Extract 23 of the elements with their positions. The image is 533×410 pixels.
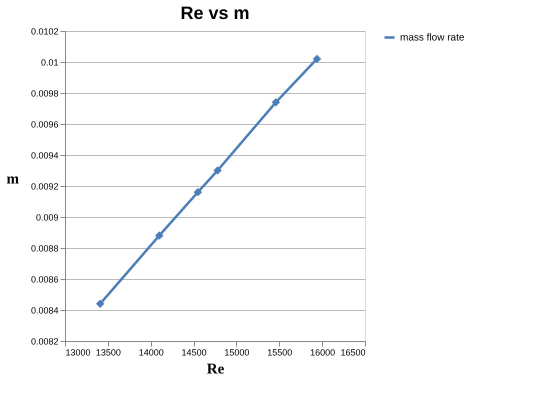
y-tick-label: 0.0102 (30, 26, 58, 36)
y-axis-title: m (6, 172, 20, 188)
y-tick-label: 0.0082 (30, 336, 58, 346)
x-tick-label: 15500 (267, 348, 292, 358)
chart-title: Re vs m (180, 3, 250, 23)
y-tick-label: 0.0088 (30, 244, 58, 254)
x-tick-label: 14000 (138, 348, 164, 358)
legend-label: mass flow rate (400, 32, 465, 44)
x-tick-label: 14500 (182, 348, 207, 358)
y-tick-label: 0.0092 (30, 182, 58, 192)
y-tick-label: 0.0098 (30, 88, 58, 98)
y-tick-label: 0.0094 (30, 150, 58, 160)
x-tick-label: 15000 (224, 348, 250, 358)
y-tick-label: 0.0096 (30, 120, 58, 130)
x-tick-label: 16000 (310, 348, 336, 358)
y-tick-label: 0.0084 (30, 306, 58, 316)
y-tick-label: 0.01 (40, 58, 58, 68)
x-tick-label: 16500 (340, 348, 366, 358)
x-tick-label: 13500 (96, 348, 121, 358)
y-tick-label: 0.009 (36, 212, 58, 222)
x-axis-title: Re (206, 362, 225, 378)
x-tick-label: 13000 (66, 348, 91, 358)
y-tick-label: 0.0086 (30, 274, 58, 284)
